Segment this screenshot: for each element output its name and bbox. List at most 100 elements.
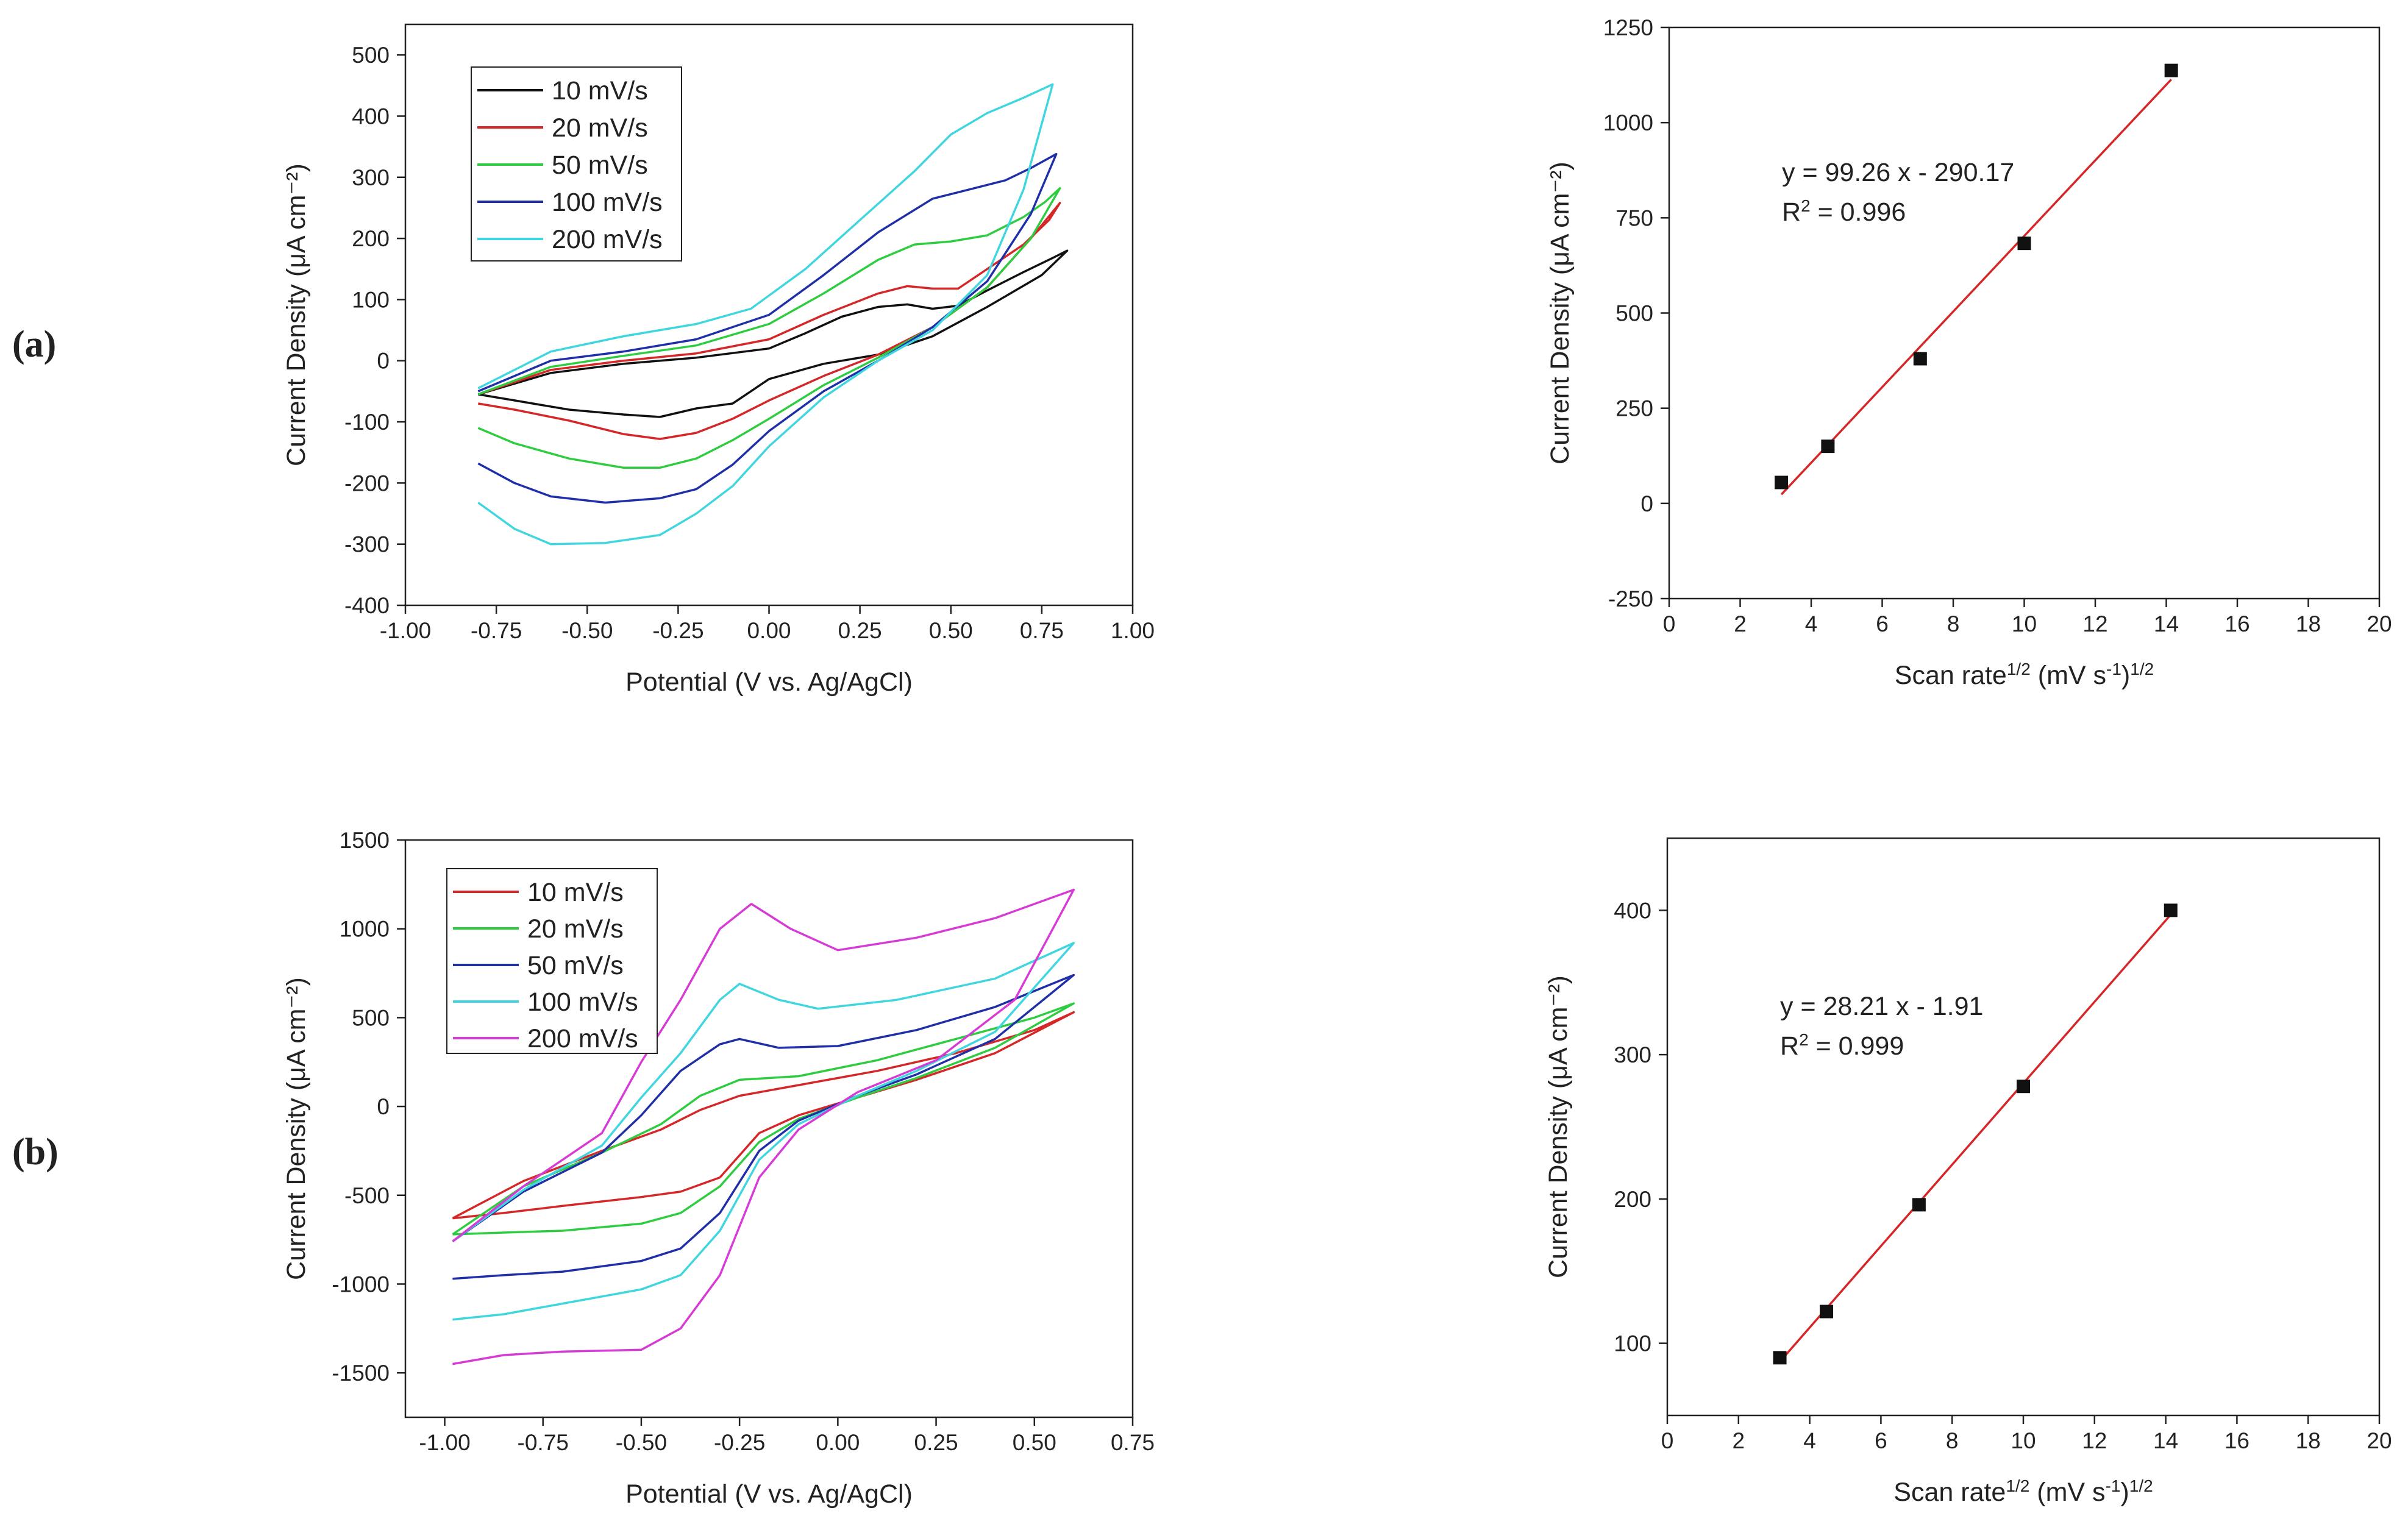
y-tick-label: 200: [352, 226, 390, 251]
x-tick-label: 16: [2225, 611, 2249, 636]
y-tick-label: 1250: [1603, 15, 1653, 40]
x-tick-label: -0.50: [616, 1430, 667, 1455]
x-tick-label: -0.25: [652, 618, 704, 643]
x-axis-title-part: (mV s: [2031, 661, 2106, 690]
r-squared: R2 = 0.999: [1780, 1030, 1904, 1061]
y-tick-label: 100: [352, 287, 390, 312]
x-tick-label: 2: [1734, 611, 1747, 636]
x-tick-label: 6: [1875, 1428, 1887, 1453]
x-tick-label: 12: [2082, 611, 2107, 636]
x-tick-label: 0.50: [929, 618, 973, 643]
x-tick-label: 0.25: [838, 618, 882, 643]
x-tick-label: 1.00: [1111, 618, 1155, 643]
data-point: [1820, 1305, 1834, 1319]
y-tick-label: 1500: [340, 828, 390, 853]
x-tick-label: -1.00: [419, 1430, 470, 1455]
chart-cv-b: -1.00 -0.75 -0.50 -0.25 0.00 0.25 0.50 0.75 -150…: [282, 828, 1155, 1509]
x-tick-label: 0: [1661, 1428, 1674, 1453]
x-axis-title: Scan rate1/2 (mV s-1)1/2: [1893, 1476, 2153, 1507]
x-tick-label: 8: [1947, 611, 1960, 636]
x-tick-label: 20: [2367, 1428, 2392, 1453]
legend-label: 100 mV/s: [552, 188, 663, 217]
y-tick-label: 500: [352, 1005, 390, 1030]
y-tick-label: -300: [344, 532, 390, 557]
x-axis-title-part: 1/2: [2006, 1476, 2029, 1495]
y-tick-label: 0: [1640, 491, 1653, 516]
cv-curve-200mvs: [452, 888, 1075, 1365]
y-tick-label: 500: [1615, 301, 1653, 326]
x-tick-label: 20: [2367, 611, 2392, 636]
data-point: [1821, 440, 1835, 454]
x-axis-title-part: Scan rate: [1893, 1478, 2006, 1507]
data-point: [2017, 237, 2031, 251]
data-point: [1913, 352, 1927, 366]
panel-label-b: (b): [12, 1131, 59, 1173]
x-axis-title: Potential (V vs. Ag/AgCl): [625, 667, 913, 697]
y-tick-label: 300: [352, 165, 390, 190]
legend-label: 100 mV/s: [527, 988, 638, 1017]
x-tick-label: 4: [1803, 1428, 1816, 1453]
x-tick-label: 6: [1876, 611, 1889, 636]
y-tick-label: 1000: [1603, 110, 1653, 135]
y-tick-label: 1000: [340, 917, 390, 942]
y-tick-label: 500: [352, 43, 390, 68]
y-tick-label: -1500: [332, 1361, 390, 1386]
y-tick-label: 400: [352, 104, 390, 129]
x-tick-label: 0.00: [747, 618, 791, 643]
x-axis-title-part: -1: [2106, 1476, 2121, 1495]
x-axis-title-part: -1: [2106, 660, 2121, 678]
cv-curve-50mvs: [452, 974, 1075, 1280]
x-tick-label: -0.25: [714, 1430, 765, 1455]
x-tick-label: 0.00: [816, 1430, 860, 1455]
panel-label-a: (a): [12, 324, 56, 365]
r-squared-symbol: R: [1780, 1031, 1799, 1061]
cv-curve-10mvs: [452, 1011, 1075, 1220]
data-point: [2164, 63, 2178, 77]
r-squared-value: = 0.999: [1809, 1031, 1904, 1061]
y-tick-label: 200: [1614, 1187, 1651, 1212]
r-squared-value: = 0.996: [1811, 198, 1906, 227]
x-tick-label: 0.75: [1020, 618, 1064, 643]
x-tick-label: 2: [1733, 1428, 1745, 1453]
y-tick-label: 300: [1614, 1042, 1651, 1067]
r-squared-sup: 2: [1799, 1030, 1809, 1049]
cv-curve-20mvs: [477, 202, 1061, 440]
y-tick-label: 250: [1615, 396, 1653, 421]
plot-frame: [1666, 837, 2381, 1417]
plot-frame: [404, 839, 1134, 1418]
cv-curve-200mvs: [477, 83, 1054, 546]
y-axis-title: Current Density (μA cm⁻²): [1545, 162, 1575, 465]
x-axis-title-part: (mV s: [2029, 1478, 2105, 1507]
x-tick-label: 0.75: [1111, 1430, 1155, 1455]
x-tick-label: 18: [2296, 1428, 2321, 1453]
x-axis-title-part: ): [2120, 1478, 2129, 1507]
y-tick-label: 0: [377, 1094, 390, 1119]
chart-linear-a: 0 2 4 6 8 10 12 14 16 18 20 -250 0 250 500 750 1000 1250 S…: [1545, 15, 2392, 690]
x-tick-label: 18: [2296, 611, 2321, 636]
plot-frame: [1668, 26, 2381, 600]
y-tick-label: -500: [344, 1183, 390, 1208]
data-point: [1773, 1351, 1787, 1365]
x-axis-title: Scan rate1/2 (mV s-1)1/2: [1895, 660, 2154, 691]
y-tick-label: -1000: [332, 1272, 390, 1297]
y-tick-label: 750: [1615, 205, 1653, 230]
fit-equation: y = 28.21 x - 1.91: [1780, 992, 1983, 1021]
x-tick-label: -1.00: [380, 618, 431, 643]
legend-label: 50 mV/s: [552, 151, 648, 180]
x-tick-label: -0.50: [561, 618, 613, 643]
x-tick-label: -0.75: [471, 618, 522, 643]
x-tick-label: 14: [2154, 611, 2179, 636]
cv-curve-10mvs: [477, 249, 1069, 418]
x-axis-title-part: ): [2121, 661, 2130, 690]
x-tick-label: 0.50: [1013, 1430, 1056, 1455]
fit-line: [1779, 914, 2172, 1363]
cv-curve-20mvs: [452, 1002, 1075, 1236]
fit-line: [1780, 79, 2172, 496]
x-axis-title: Potential (V vs. Ag/AgCl): [625, 1479, 913, 1509]
y-tick-label: 0: [377, 349, 390, 374]
r-squared-symbol: R: [1782, 198, 1801, 227]
data-point: [1775, 475, 1789, 489]
legend-label: 10 mV/s: [552, 76, 648, 105]
y-tick-label: 100: [1614, 1331, 1651, 1356]
